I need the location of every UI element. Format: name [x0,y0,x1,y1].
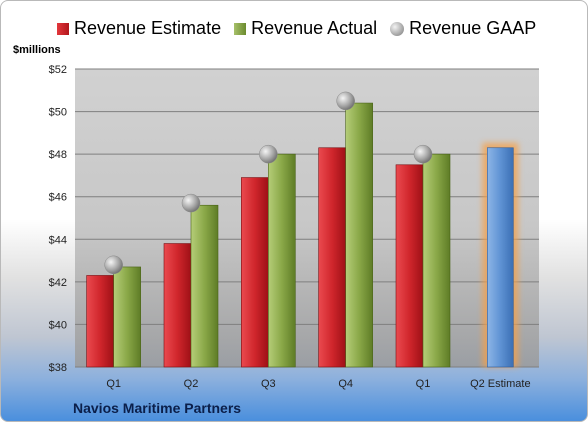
bar-revenue-actual [268,153,296,368]
bar-q2-estimate [487,147,514,368]
bar-revenue-estimate [241,177,269,368]
marker-revenue-gaap [181,193,201,213]
legend-swatch-gaap [390,21,405,36]
bar-revenue-estimate [163,243,192,368]
company-name: Navios Maritime Partners [73,400,242,416]
x-tick-label: Q1 [416,378,431,390]
bar-revenue-actual [345,102,373,368]
bar-revenue-estimate [395,164,424,368]
legend-label-estimate: Revenue Estimate [74,18,222,38]
y-tick-label: $42 [49,277,67,289]
x-tick-label: Q2 Estimate [470,378,531,390]
y-axis-unit-label: $millions [13,44,61,56]
x-tick-label: Q2 [184,378,199,390]
x-tick-label: Q4 [338,378,353,390]
legend-item-estimate: Revenue Estimate [57,18,221,39]
y-tick-label: $52 [49,64,67,76]
y-tick-label: $50 [49,107,67,119]
bar-revenue-estimate [86,275,114,368]
legend-swatch-actual [234,22,247,35]
marker-revenue-gaap [104,255,123,275]
y-tick-label: $38 [49,362,67,374]
plot-area [75,69,539,367]
legend: Revenue Estimate Revenue Actual Revenue … [57,18,549,39]
bar-revenue-estimate [318,147,346,368]
legend-item-actual: Revenue Actual [234,18,377,39]
marker-revenue-gaap [413,144,433,164]
legend-label-actual: Revenue Actual [251,18,378,38]
marker-revenue-gaap [259,144,278,164]
legend-item-gaap: Revenue GAAP [390,18,536,39]
marker-revenue-gaap [336,91,355,111]
bar-revenue-actual [190,204,219,368]
bar-revenue-actual [422,153,451,368]
y-tick-label: $46 [49,192,67,204]
y-tick-label: $40 [49,319,67,331]
x-tick-label: Q1 [106,378,121,390]
legend-swatch-estimate [57,22,69,35]
y-tick-label: $48 [49,149,67,161]
bar-revenue-actual [113,266,141,368]
legend-label-gaap: Revenue GAAP [409,18,537,38]
x-tick-label: Q3 [261,378,276,390]
y-tick-label: $44 [49,234,67,246]
